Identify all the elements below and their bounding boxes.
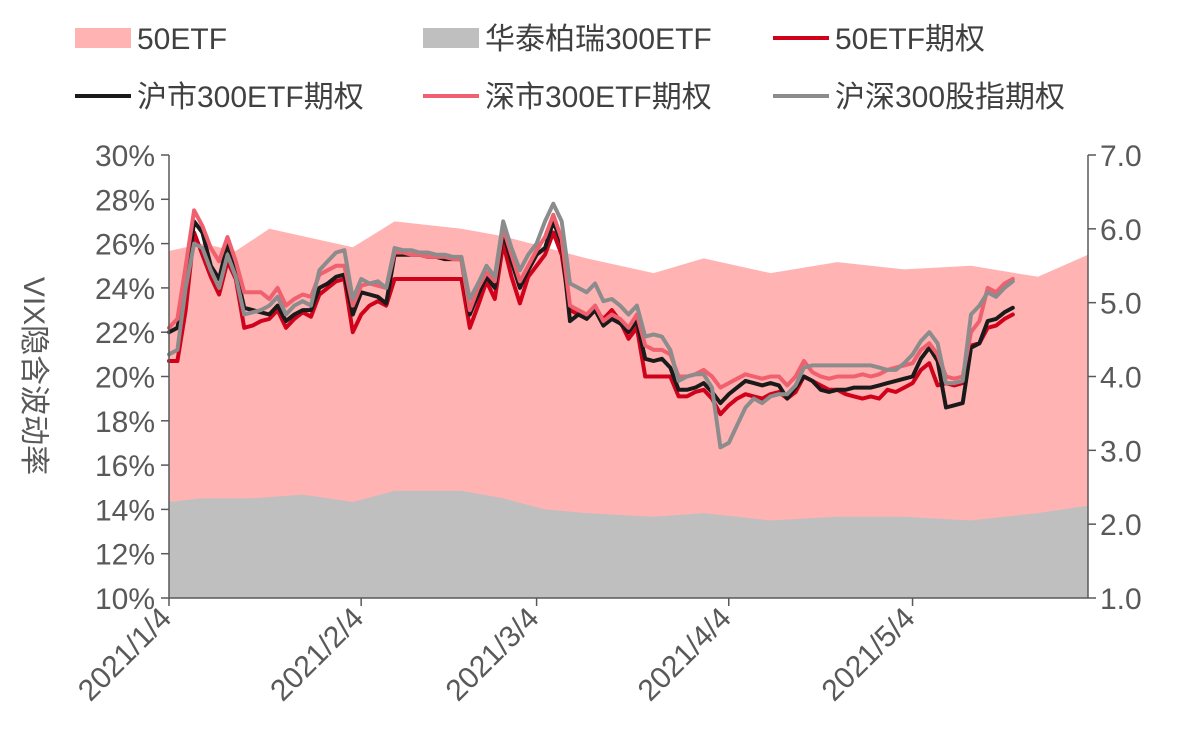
x-tick-label: 2021/3/4 bbox=[440, 602, 546, 708]
right-tick-label: 4.0 bbox=[1100, 362, 1142, 395]
legend-label: 沪市300ETF期权 bbox=[137, 81, 364, 114]
legend-swatch bbox=[75, 28, 131, 48]
right-tick-label: 5.0 bbox=[1100, 288, 1142, 321]
legend-label: 沪深300股指期权 bbox=[835, 81, 1065, 114]
x-tick-label: 2021/5/4 bbox=[816, 602, 922, 708]
legend-swatch bbox=[423, 28, 479, 48]
left-tick-label: 14% bbox=[95, 494, 155, 527]
legend-sz-300etf-option: 深市300ETF期权 bbox=[423, 81, 712, 114]
line-sh-300etf-option bbox=[167, 219, 1015, 410]
legend-huatai-300etf: 华泰柏瑞300ETF bbox=[423, 23, 712, 56]
left-tick-label: 30% bbox=[95, 140, 155, 173]
y-axis-title: VIX隐含波动率 bbox=[17, 277, 50, 475]
area-series bbox=[169, 221, 1088, 598]
left-tick-label: 26% bbox=[95, 229, 155, 262]
left-tick-label: 12% bbox=[95, 539, 155, 572]
legend-csi300-index-option: 沪深300股指期权 bbox=[773, 81, 1065, 114]
legend-label: 深市300ETF期权 bbox=[485, 81, 712, 114]
left-tick-label: 16% bbox=[95, 450, 155, 483]
legend-50etf: 50ETF bbox=[75, 23, 227, 56]
right-tick-label: 6.0 bbox=[1100, 214, 1142, 247]
legend-label: 50ETF期权 bbox=[835, 23, 985, 56]
legend-sh-300etf-option: 沪市300ETF期权 bbox=[75, 81, 364, 114]
left-tick-label: 10% bbox=[95, 583, 155, 616]
right-tick-label: 7.0 bbox=[1100, 140, 1142, 173]
line-sz-300etf-option bbox=[167, 208, 1015, 390]
line-series bbox=[167, 201, 1015, 450]
x-tick-label: 2021/2/4 bbox=[264, 602, 370, 708]
legend-50etf-option: 50ETF期权 bbox=[773, 23, 985, 56]
legend-label: 华泰柏瑞300ETF bbox=[485, 23, 712, 56]
left-tick-label: 24% bbox=[95, 273, 155, 306]
left-tick-label: 28% bbox=[95, 184, 155, 217]
left-tick-label: 18% bbox=[95, 406, 155, 439]
x-tick-label: 2021/1/4 bbox=[72, 602, 178, 708]
right-tick-label: 1.0 bbox=[1100, 583, 1142, 616]
legend-label: 50ETF bbox=[137, 23, 227, 56]
line-csi300-index-option bbox=[167, 201, 1015, 450]
left-tick-label: 20% bbox=[95, 362, 155, 395]
x-tick-label: 2021/4/4 bbox=[632, 602, 738, 708]
right-tick-label: 3.0 bbox=[1100, 435, 1142, 468]
left-tick-label: 22% bbox=[95, 317, 155, 350]
right-tick-label: 2.0 bbox=[1100, 509, 1142, 542]
area-huatai-300etf bbox=[169, 490, 1088, 598]
